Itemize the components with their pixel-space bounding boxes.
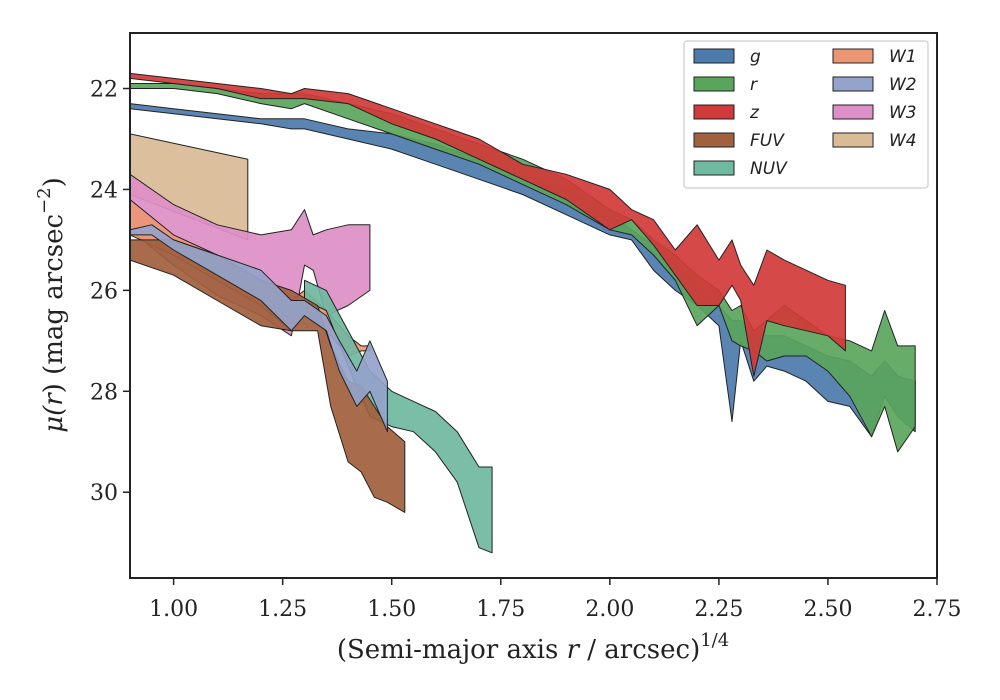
y-tick-label: 24 xyxy=(90,178,118,203)
band-w2 xyxy=(130,224,388,433)
x-tick-label: 1.75 xyxy=(476,597,525,622)
legend-label-z: z xyxy=(749,103,760,123)
x-tick-label: 1.50 xyxy=(367,597,416,622)
legend: grz FUV NUV W1 W2 W3 W4 xyxy=(683,40,929,189)
bands-layer xyxy=(130,72,916,554)
legend-swatch-nuv xyxy=(693,160,735,176)
band-r xyxy=(130,83,916,453)
x-tick-label: 2.50 xyxy=(803,597,852,622)
legend-swatch-z xyxy=(693,104,735,120)
x-axis: 1.00 1.25 1.50 1.75 2.00 2.25 2.50 2.75 xyxy=(149,578,961,622)
legend-label-fuv: FUV xyxy=(750,131,785,151)
plot-frame xyxy=(129,32,938,579)
y-axis-label: μ(r) (mag arcsec−2) xyxy=(34,177,69,433)
legend-swatch-w4 xyxy=(832,132,874,148)
legend-label-r: r xyxy=(750,75,758,95)
y-tick-label: 26 xyxy=(90,279,118,304)
legend-label-w2: W2 xyxy=(889,75,917,95)
legend-label-nuv: NUV xyxy=(750,159,788,179)
x-tick-label: 2.75 xyxy=(913,597,962,622)
x-tick-label: 1.00 xyxy=(149,597,198,622)
x-tick-label: 1.25 xyxy=(258,597,307,622)
legend-swatch-w3 xyxy=(832,104,874,120)
legend-swatch-w1 xyxy=(832,48,874,64)
legend-swatch-r xyxy=(693,76,735,92)
x-tick-label: 2.25 xyxy=(694,597,743,622)
y-tick-label: 22 xyxy=(90,78,118,103)
legend-swatch-w2 xyxy=(832,76,874,92)
legend-swatch-g xyxy=(693,48,735,64)
legend-label-g: g xyxy=(750,47,761,67)
legend-swatch-fuv xyxy=(693,132,735,148)
legend-label-w3: W3 xyxy=(889,103,917,123)
y-tick-label: 30 xyxy=(90,481,118,506)
legend-label-w4: W4 xyxy=(889,131,917,151)
band-z xyxy=(130,72,846,377)
x-axis-label: (Semi-major axis r / arcsec)1/4 xyxy=(337,630,729,665)
legend-label-w1: W1 xyxy=(889,47,917,67)
x-tick-label: 2.00 xyxy=(585,597,634,622)
y-tick-label: 28 xyxy=(90,380,118,405)
y-axis: 22 24 26 28 30 xyxy=(90,78,130,506)
